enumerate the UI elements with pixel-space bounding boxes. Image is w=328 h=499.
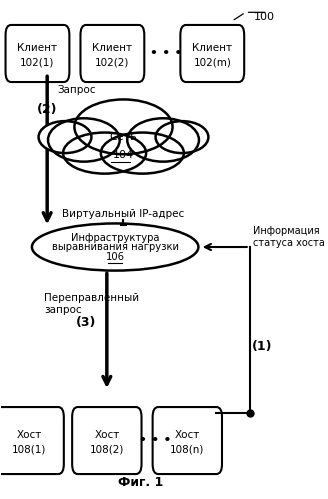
Text: 100: 100 [254, 12, 275, 22]
Text: Клиент: Клиент [92, 42, 133, 52]
Text: 108(n): 108(n) [170, 445, 204, 455]
Text: Сеть: Сеть [110, 132, 137, 142]
Text: Клиент: Клиент [192, 42, 232, 52]
Ellipse shape [39, 121, 92, 153]
Ellipse shape [32, 224, 198, 270]
Ellipse shape [63, 133, 146, 174]
Text: Переправленный
запрос: Переправленный запрос [44, 293, 139, 315]
Text: Хост: Хост [94, 430, 119, 440]
FancyBboxPatch shape [0, 407, 64, 474]
Text: Хост: Хост [16, 430, 42, 440]
Text: Информация
статуса хоста: Информация статуса хоста [253, 226, 324, 248]
Text: Виртуальный IP-адрес: Виртуальный IP-адрес [62, 209, 185, 219]
Text: (1): (1) [252, 340, 273, 353]
Text: • • •: • • • [150, 47, 183, 60]
Text: Запрос: Запрос [57, 85, 95, 95]
Text: Фиг. 1: Фиг. 1 [117, 476, 163, 489]
FancyBboxPatch shape [180, 25, 244, 82]
Text: 108(2): 108(2) [90, 445, 124, 455]
Ellipse shape [74, 99, 173, 154]
Text: Клиент: Клиент [17, 42, 57, 52]
Text: Хост: Хост [175, 430, 200, 440]
FancyBboxPatch shape [6, 25, 70, 82]
Text: Инфраструктура: Инфраструктура [71, 233, 159, 243]
Text: • • •: • • • [139, 434, 172, 447]
Text: 102(1): 102(1) [20, 57, 55, 67]
Text: 102(2): 102(2) [95, 57, 130, 67]
Ellipse shape [101, 133, 184, 174]
Text: (2): (2) [37, 103, 57, 116]
Ellipse shape [48, 118, 120, 162]
FancyBboxPatch shape [80, 25, 144, 82]
Text: (3): (3) [76, 316, 96, 329]
Text: 104: 104 [113, 150, 134, 160]
FancyBboxPatch shape [72, 407, 141, 474]
Text: 102(m): 102(m) [193, 57, 231, 67]
Text: 108(1): 108(1) [12, 445, 46, 455]
Ellipse shape [127, 118, 199, 162]
FancyBboxPatch shape [153, 407, 222, 474]
Text: 106: 106 [106, 252, 125, 262]
Text: выравнивания нагрузки: выравнивания нагрузки [52, 242, 179, 252]
Ellipse shape [155, 121, 208, 153]
